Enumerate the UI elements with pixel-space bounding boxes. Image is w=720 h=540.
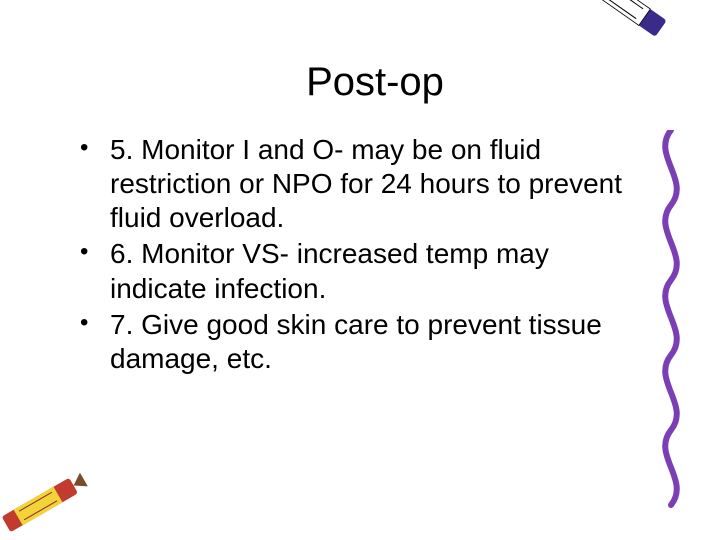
bullet-item: 6. Monitor VS- increased temp may indica… (80, 237, 630, 305)
crayon-icon (559, 0, 680, 51)
slide: Post-op 5. Monitor I and O- may be on fl… (0, 0, 720, 540)
bullet-item: 7. Give good skin care to prevent tissue… (80, 308, 630, 376)
slide-title: Post-op (120, 60, 630, 105)
bullet-list: 5. Monitor I and O- may be on fluid rest… (60, 133, 630, 376)
bullet-item: 5. Monitor I and O- may be on fluid rest… (80, 133, 630, 235)
squiggle-icon (646, 130, 696, 510)
crayon-icon (0, 464, 93, 540)
